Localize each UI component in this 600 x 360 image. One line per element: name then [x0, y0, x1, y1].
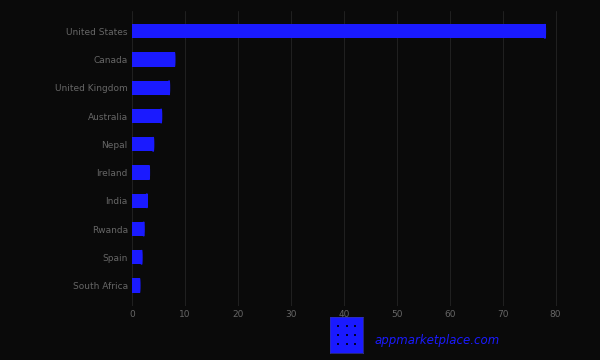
Ellipse shape [141, 250, 142, 264]
Bar [132, 194, 147, 208]
Bar [132, 81, 169, 95]
Bar [132, 278, 139, 293]
Bar [132, 109, 161, 123]
Bar [132, 53, 175, 67]
Ellipse shape [169, 81, 170, 95]
Text: appmarketplace.com: appmarketplace.com [375, 334, 500, 347]
Ellipse shape [153, 137, 154, 151]
Bar [132, 24, 545, 39]
Ellipse shape [139, 278, 140, 293]
Ellipse shape [143, 222, 144, 236]
Ellipse shape [148, 166, 149, 180]
Ellipse shape [146, 194, 147, 208]
Bar [132, 222, 143, 236]
Bar [132, 137, 153, 151]
Ellipse shape [174, 53, 175, 67]
Bar [132, 250, 142, 264]
Bar [132, 166, 149, 180]
Ellipse shape [544, 24, 545, 39]
